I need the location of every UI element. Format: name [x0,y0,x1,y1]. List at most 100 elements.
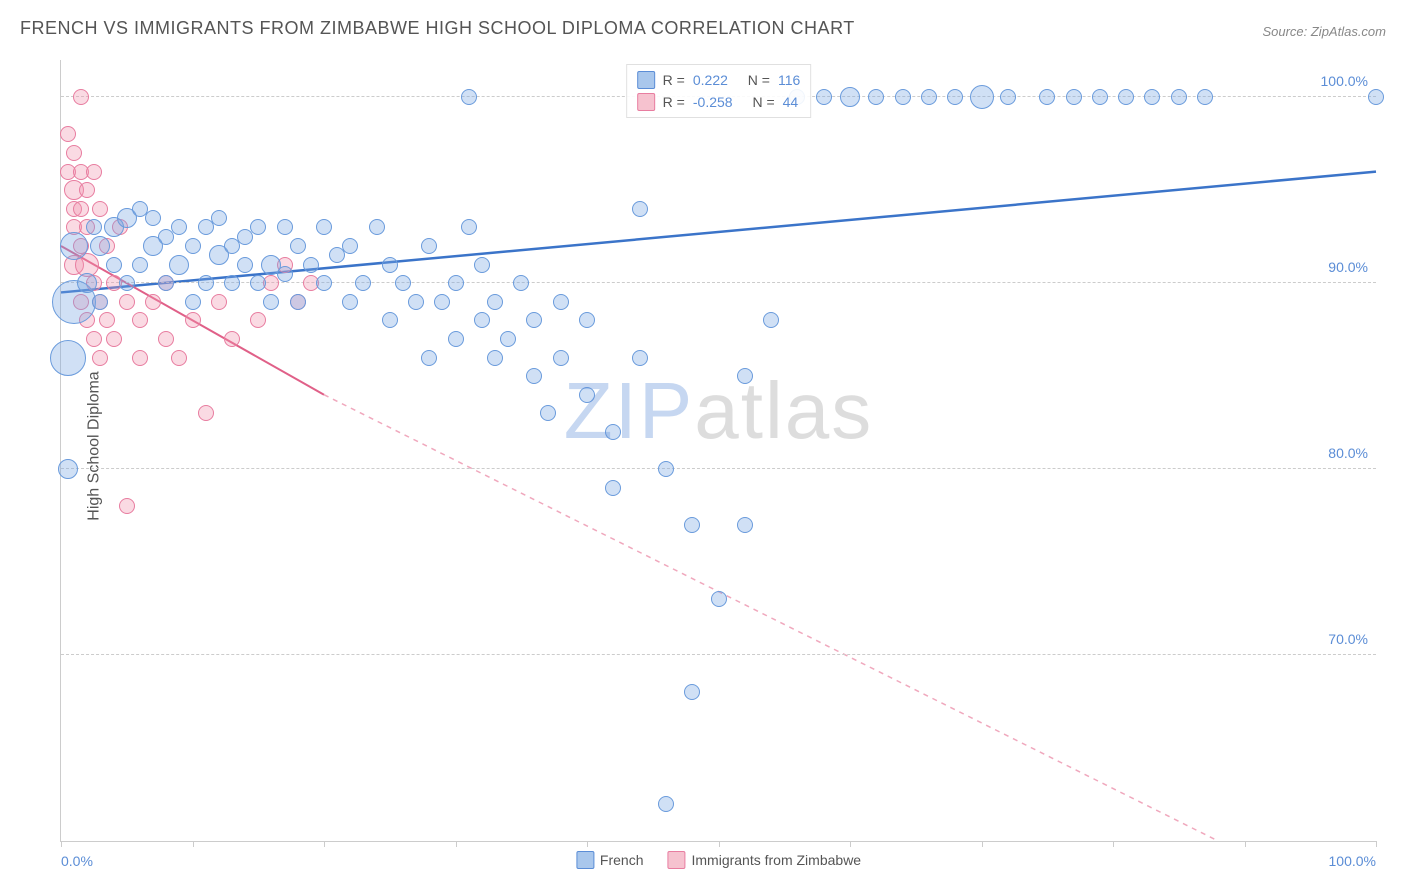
data-point-french [263,294,279,310]
data-point-zimbabwe [92,201,108,217]
gridline [61,468,1376,469]
legend-label: Immigrants from Zimbabwe [691,852,861,868]
data-point-french [382,312,398,328]
data-point-french [382,257,398,273]
data-point-french [342,294,358,310]
data-point-french [895,89,911,105]
data-point-french [58,459,78,479]
data-point-french [605,424,621,440]
x-tick [1245,841,1246,847]
data-point-french [684,517,700,533]
trend-lines-svg [61,60,1376,841]
data-point-zimbabwe [250,312,266,328]
data-point-zimbabwe [86,164,102,180]
legend-swatch-french [637,71,655,89]
data-point-french [316,219,332,235]
data-point-french [60,232,88,260]
legend-swatch-zimbabwe [637,93,655,111]
data-point-french [658,796,674,812]
chart-plot-area: ZIPatlas R = 0.222 N = 116 R = -0.258 N … [60,60,1376,842]
data-point-french [1039,89,1055,105]
x-tick [1113,841,1114,847]
data-point-french [434,294,450,310]
n-value-zimbabwe: 44 [783,94,799,110]
data-point-zimbabwe [158,331,174,347]
legend-row-zimbabwe: R = -0.258 N = 44 [637,91,801,113]
data-point-zimbabwe [60,126,76,142]
y-tick-label: 90.0% [1328,259,1368,275]
data-point-zimbabwe [106,331,122,347]
data-point-french [158,275,174,291]
data-point-french [92,294,108,310]
data-point-zimbabwe [73,201,89,217]
gridline [61,654,1376,655]
data-point-french [632,201,648,217]
legend-label: French [600,852,644,868]
data-point-french [224,275,240,291]
source-prefix: Source: [1262,24,1310,39]
r-label: R = [663,94,685,110]
data-point-french [290,294,306,310]
n-value-french: 116 [778,72,800,88]
data-point-zimbabwe [86,331,102,347]
source-name: ZipAtlas.com [1311,24,1386,39]
data-point-french [1197,89,1213,105]
data-point-french [474,312,490,328]
data-point-french [553,294,569,310]
data-point-zimbabwe [92,350,108,366]
data-point-french [277,266,293,282]
data-point-french [185,238,201,254]
data-point-french [169,255,189,275]
data-point-french [868,89,884,105]
data-point-zimbabwe [145,294,161,310]
data-point-zimbabwe [66,145,82,161]
watermark-part2: atlas [694,366,873,455]
data-point-zimbabwe [99,312,115,328]
x-tick [193,841,194,847]
source-attribution: Source: ZipAtlas.com [1262,24,1386,39]
data-point-french [763,312,779,328]
chart-title: FRENCH VS IMMIGRANTS FROM ZIMBABWE HIGH … [20,18,855,39]
data-point-french [408,294,424,310]
data-point-zimbabwe [119,294,135,310]
data-point-french [1171,89,1187,105]
data-point-french [737,368,753,384]
data-point-zimbabwe [132,312,148,328]
data-point-zimbabwe [185,312,201,328]
data-point-french [119,275,135,291]
data-point-french [303,257,319,273]
data-point-french [132,257,148,273]
legend-row-french: R = 0.222 N = 116 [637,69,801,91]
r-label: R = [663,72,685,88]
data-point-french [90,236,110,256]
x-tick [61,841,62,847]
x-tick [324,841,325,847]
data-point-french [1368,89,1384,105]
legend-swatch-icon [667,851,685,869]
r-value-french: 0.222 [693,72,728,88]
data-point-french [448,275,464,291]
data-point-zimbabwe [211,294,227,310]
data-point-french [421,350,437,366]
data-point-french [369,219,385,235]
data-point-french [211,210,227,226]
data-point-french [1144,89,1160,105]
data-point-french [632,350,648,366]
data-point-french [198,275,214,291]
data-point-zimbabwe [73,89,89,105]
data-point-french [461,219,477,235]
data-point-french [145,210,161,226]
r-value-zimbabwe: -0.258 [693,94,733,110]
x-tick [1376,841,1377,847]
data-point-french [50,340,86,376]
watermark-part1: ZIP [564,366,694,455]
x-axis-min-label: 0.0% [61,853,93,869]
data-point-french [1092,89,1108,105]
data-point-french [526,312,542,328]
n-label: N = [752,94,774,110]
data-point-french [605,480,621,496]
y-tick-label: 100.0% [1321,73,1368,89]
data-point-french [684,684,700,700]
data-point-french [816,89,832,105]
data-point-french [395,275,411,291]
